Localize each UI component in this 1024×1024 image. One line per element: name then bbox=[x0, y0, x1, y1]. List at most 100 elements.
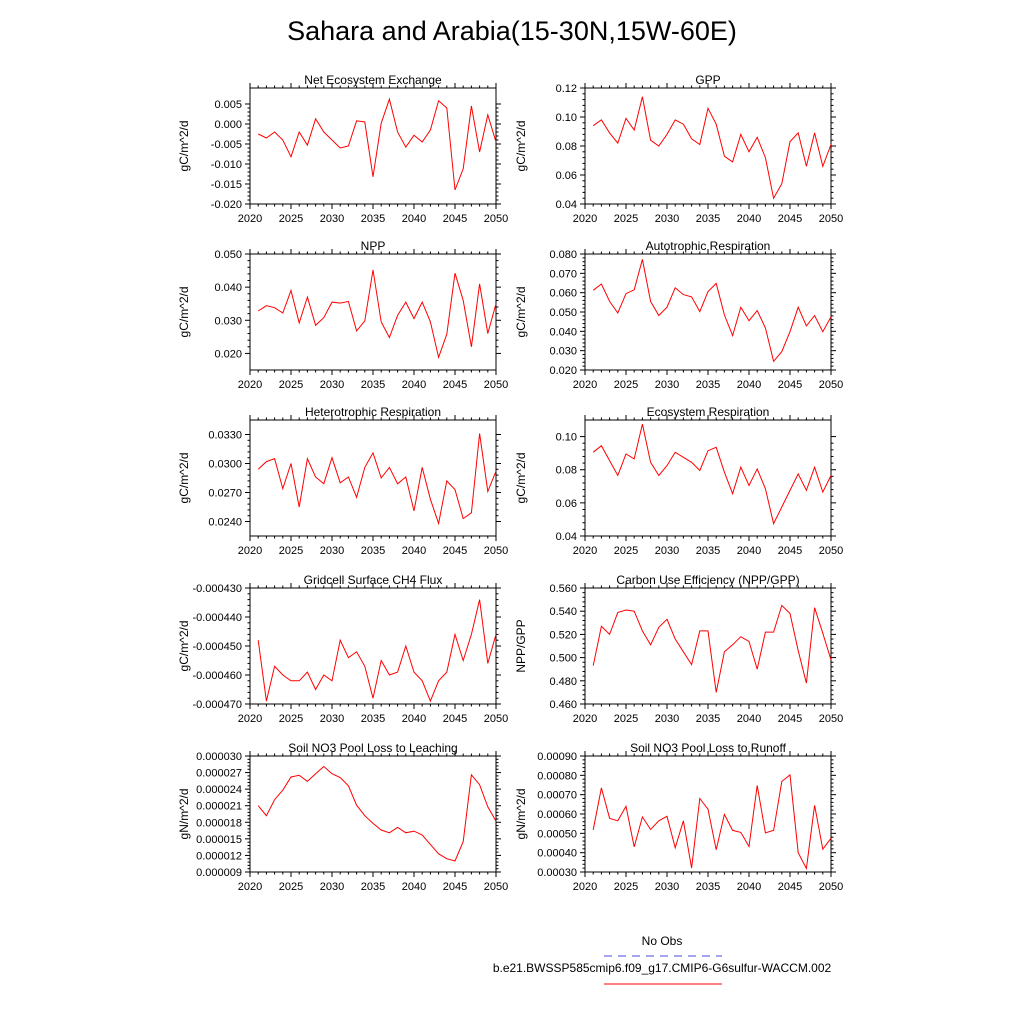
x-tick-label: 2020 bbox=[238, 545, 262, 557]
x-tick-label: 2050 bbox=[819, 213, 843, 225]
y-tick-label: 0.00030 bbox=[537, 867, 577, 879]
x-tick-label: 2035 bbox=[696, 213, 720, 225]
x-tick-label: 2050 bbox=[484, 545, 508, 557]
x-tick-label: 2025 bbox=[614, 379, 638, 391]
y-tick-label: 0.000018 bbox=[196, 817, 242, 829]
x-tick-label: 2035 bbox=[361, 213, 385, 225]
x-tick-label: 2045 bbox=[443, 379, 467, 391]
series-line bbox=[257, 599, 497, 703]
y-tick-label: -0.000430 bbox=[192, 583, 242, 595]
x-tick-label: 2045 bbox=[443, 713, 467, 725]
y-axis-label: gN/m^2/d bbox=[177, 789, 191, 840]
y-tick-label: 0.480 bbox=[549, 676, 577, 688]
y-axis-label: gC/m^2/d bbox=[177, 287, 191, 338]
y-tick-label: 0.060 bbox=[549, 288, 577, 300]
x-tick-label: 2020 bbox=[573, 379, 597, 391]
x-tick-label: 2040 bbox=[737, 713, 761, 725]
y-tick-label: 0.000015 bbox=[196, 834, 242, 846]
y-tick-label: 0.520 bbox=[549, 629, 577, 641]
plot-frame bbox=[584, 419, 832, 537]
x-tick-label: 2050 bbox=[484, 881, 508, 893]
y-axis-label: gN/m^2/d bbox=[514, 789, 528, 840]
y-axis-label: gC/m^2/d bbox=[177, 621, 191, 672]
x-tick-label: 2040 bbox=[402, 213, 426, 225]
panel-title: NPP bbox=[361, 239, 386, 253]
legend: No Obs b.e21.BWSSP585cmip6.f09_g17.CMIP6… bbox=[493, 934, 832, 985]
series-line bbox=[592, 259, 832, 363]
y-tick-label: 0.050 bbox=[549, 307, 577, 319]
panel-title: Gridcell Surface CH4 Flux bbox=[304, 573, 443, 587]
y-tick-label: 0.10 bbox=[556, 432, 577, 444]
plot-frame bbox=[584, 253, 832, 371]
x-tick-label: 2050 bbox=[484, 713, 508, 725]
x-tick-label: 2045 bbox=[778, 379, 802, 391]
y-tick-label: 0.050 bbox=[214, 249, 242, 261]
y-tick-label: 0.500 bbox=[549, 653, 577, 665]
x-tick-label: 2025 bbox=[279, 713, 303, 725]
y-axis-label: gC/m^2/d bbox=[514, 121, 528, 172]
panel-net-ecosystem-exchange: Net Ecosystem Exchange 2020 2025 2030 2035 20… bbox=[177, 73, 508, 225]
x-tick-label: 2030 bbox=[320, 713, 344, 725]
x-tick-label: 2040 bbox=[737, 379, 761, 391]
plot-frame bbox=[584, 87, 832, 205]
y-tick-label: 0.560 bbox=[549, 583, 577, 595]
panel-title: Soil NO3 Pool Loss to Leaching bbox=[288, 741, 457, 755]
y-tick-label: -0.000440 bbox=[192, 612, 242, 624]
x-tick-label: 2025 bbox=[279, 379, 303, 391]
x-tick-label: 2045 bbox=[443, 213, 467, 225]
x-tick-label: 2040 bbox=[402, 379, 426, 391]
x-tick-label: 2030 bbox=[320, 379, 344, 391]
y-tick-label: -0.000460 bbox=[192, 670, 242, 682]
y-tick-label: 0.000 bbox=[214, 119, 242, 131]
y-tick-label: 0.0240 bbox=[208, 517, 242, 529]
y-tick-label: 0.12 bbox=[556, 83, 577, 95]
x-tick-label: 2030 bbox=[655, 713, 679, 725]
panels: Net Ecosystem Exchange 2020 2025 2030 2035 20… bbox=[177, 73, 843, 893]
y-tick-label: 0.10 bbox=[556, 112, 577, 124]
x-tick-label: 2025 bbox=[614, 545, 638, 557]
series-line bbox=[257, 97, 497, 191]
legend-label-no-obs: No Obs bbox=[642, 934, 683, 948]
series-line bbox=[592, 604, 832, 693]
y-tick-label: 0.00040 bbox=[537, 848, 577, 860]
y-tick-label: 0.040 bbox=[549, 326, 577, 338]
plot-frame bbox=[249, 419, 497, 537]
x-tick-label: 2030 bbox=[655, 379, 679, 391]
x-tick-label: 2050 bbox=[484, 213, 508, 225]
panel-title: Heterotrophic Respiration bbox=[305, 405, 441, 419]
y-tick-label: 0.000024 bbox=[196, 784, 242, 796]
x-tick-label: 2045 bbox=[443, 881, 467, 893]
y-axis-label: NPP/GPP bbox=[514, 619, 528, 672]
x-tick-label: 2040 bbox=[402, 881, 426, 893]
x-tick-label: 2045 bbox=[443, 545, 467, 557]
x-tick-label: 2035 bbox=[361, 881, 385, 893]
y-tick-label: -0.005 bbox=[211, 139, 242, 151]
y-tick-label: 0.000027 bbox=[196, 768, 242, 780]
series-line bbox=[257, 433, 497, 526]
legend-label-model: b.e21.BWSSP585cmip6.f09_g17.CMIP6-G6sulf… bbox=[493, 961, 832, 975]
x-tick-label: 2045 bbox=[778, 713, 802, 725]
panel-title: Net Ecosystem Exchange bbox=[304, 73, 442, 87]
x-tick-label: 2045 bbox=[778, 881, 802, 893]
panel-soil-no3-pool-loss-to-runoff: Soil NO3 Pool Loss to Runoff 2020 2025 2030… bbox=[514, 741, 843, 893]
y-tick-label: 0.0270 bbox=[208, 488, 242, 500]
y-tick-label: 0.06 bbox=[556, 498, 577, 510]
y-tick-label: 0.00050 bbox=[537, 828, 577, 840]
x-tick-label: 2025 bbox=[614, 881, 638, 893]
x-tick-label: 2025 bbox=[279, 213, 303, 225]
x-tick-label: 2025 bbox=[279, 881, 303, 893]
panel-carbon-use-efficiency-npp-gpp: Carbon Use Efficiency (NPP/GPP) 2020 2025 2… bbox=[514, 573, 843, 725]
panel-gpp: GPP 2020 2025 2030 2035 2040 2045 2050 0.04 0.06 0… bbox=[514, 73, 843, 225]
plot-frame bbox=[249, 755, 497, 873]
x-tick-label: 2020 bbox=[573, 213, 597, 225]
x-tick-label: 2030 bbox=[655, 545, 679, 557]
panel-npp: NPP 2020 2025 2030 2035 2040 2045 2050 0.020 0.03… bbox=[177, 239, 508, 391]
y-axis-label: gC/m^2/d bbox=[177, 121, 191, 172]
y-tick-label: 0.020 bbox=[549, 365, 577, 377]
x-tick-label: 2020 bbox=[573, 881, 597, 893]
y-tick-label: 0.460 bbox=[549, 699, 577, 711]
panel-title: Autotrophic Respiration bbox=[646, 239, 771, 253]
x-tick-label: 2025 bbox=[614, 213, 638, 225]
x-tick-label: 2030 bbox=[320, 213, 344, 225]
